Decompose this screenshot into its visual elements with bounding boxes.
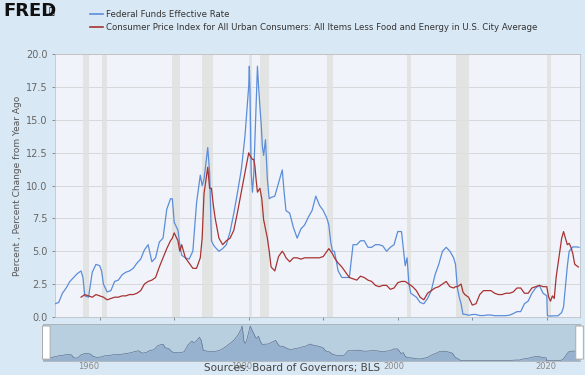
Bar xyxy=(327,54,332,317)
Bar xyxy=(173,54,180,317)
Bar xyxy=(260,54,269,317)
Bar xyxy=(407,54,411,317)
Bar xyxy=(249,54,253,317)
Text: FRED: FRED xyxy=(3,2,56,20)
Legend: Federal Funds Effective Rate, Consumer Price Index for All Urban Consumers: All : Federal Funds Effective Rate, Consumer P… xyxy=(86,6,541,35)
Text: Sources: Board of Governors; BLS: Sources: Board of Governors; BLS xyxy=(204,363,381,373)
Y-axis label: Percent , Percent Change from Year Ago: Percent , Percent Change from Year Ago xyxy=(12,96,22,276)
FancyBboxPatch shape xyxy=(576,326,583,359)
Bar xyxy=(547,54,550,317)
FancyBboxPatch shape xyxy=(43,326,50,359)
Bar xyxy=(202,54,214,317)
Text: 📈: 📈 xyxy=(49,6,54,16)
Bar xyxy=(102,54,107,317)
Bar xyxy=(456,54,469,317)
Bar xyxy=(83,54,88,317)
